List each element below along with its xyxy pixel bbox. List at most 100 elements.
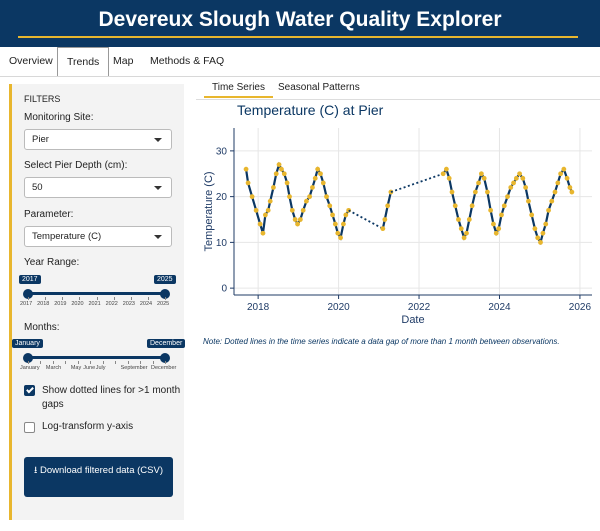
data-point bbox=[513, 175, 519, 181]
data-point bbox=[543, 221, 549, 227]
year-tick-label: 2023 bbox=[122, 301, 135, 307]
data-point bbox=[312, 175, 318, 181]
subtab-divider bbox=[196, 99, 600, 100]
data-point bbox=[273, 171, 279, 177]
temperature-line bbox=[381, 191, 392, 229]
month-tick-mark bbox=[115, 361, 117, 364]
month-tick-label: June bbox=[83, 365, 96, 371]
data-point bbox=[526, 198, 531, 204]
dotted-lines-checkbox[interactable] bbox=[24, 385, 35, 396]
data-point bbox=[343, 212, 349, 218]
app-title: Devereux Slough Water Quality Explorer bbox=[98, 8, 502, 31]
data-point bbox=[332, 221, 338, 227]
year-tick-label: 2024 bbox=[139, 301, 153, 307]
gap-dotted-line bbox=[390, 172, 444, 193]
tab-map[interactable]: Map bbox=[113, 55, 134, 67]
year-tick-mark bbox=[79, 297, 81, 300]
data-point bbox=[307, 194, 313, 200]
download-csv-button[interactable]: ⭳ Download filtered data (CSV) bbox=[24, 457, 173, 497]
header-underline bbox=[18, 36, 578, 38]
data-point bbox=[476, 180, 481, 186]
filters-panel: FILTERS Monitoring Site: Pier Select Pie… bbox=[9, 84, 186, 520]
data-point bbox=[287, 194, 292, 200]
data-point bbox=[478, 171, 484, 177]
year-tick-mark bbox=[113, 297, 115, 300]
site-select[interactable]: Pier bbox=[24, 129, 172, 150]
main-navbar: Overview Trends Map Methods & FAQ bbox=[0, 47, 600, 77]
x-tick-label: 2026 bbox=[569, 302, 592, 313]
log-transform-checkbox[interactable] bbox=[24, 422, 35, 433]
data-point bbox=[295, 221, 300, 227]
data-point bbox=[341, 221, 346, 227]
month-max-badge: December bbox=[147, 339, 186, 348]
year-tick-label: 2022 bbox=[105, 301, 118, 307]
parameter-label: Parameter: bbox=[24, 209, 74, 220]
month-min-handle[interactable] bbox=[23, 353, 33, 363]
data-point bbox=[496, 226, 502, 232]
subtab-seasonal-patterns[interactable]: Seasonal Patterns bbox=[278, 82, 360, 93]
year-range-label: Year Range: bbox=[24, 257, 80, 268]
data-point bbox=[464, 230, 469, 236]
year-tick-label: 2018 bbox=[37, 301, 50, 307]
month-tick-mark bbox=[52, 361, 54, 364]
temperature-time-series-chart: 2018 2020 2022 2024 2026 0 10 20 30 Date Temperatu… bbox=[203, 128, 592, 326]
data-point bbox=[318, 171, 323, 177]
gap-note: Note: Dotted lines in the time series in… bbox=[203, 337, 560, 346]
log-transform-label: Log-transform y-axis bbox=[42, 421, 134, 432]
month-max-handle[interactable] bbox=[160, 353, 170, 363]
year-min-handle[interactable] bbox=[23, 289, 33, 299]
site-label: Monitoring Site: bbox=[24, 112, 94, 123]
data-point bbox=[446, 175, 452, 181]
month-tick-mark bbox=[28, 361, 29, 364]
y-tick-label: 30 bbox=[216, 146, 228, 157]
data-point bbox=[243, 166, 249, 172]
data-point bbox=[555, 180, 561, 186]
subtab-time-series[interactable]: Time Series bbox=[204, 78, 273, 98]
tab-trends[interactable]: Trends bbox=[57, 47, 110, 76]
data-point bbox=[297, 217, 303, 222]
data-point bbox=[540, 230, 546, 236]
year-max-handle[interactable] bbox=[160, 289, 170, 299]
data-point bbox=[276, 162, 282, 168]
month-tick-mark bbox=[40, 361, 42, 364]
tab-overview[interactable]: Overview bbox=[9, 55, 53, 67]
data-point bbox=[304, 198, 309, 204]
data-point bbox=[564, 175, 570, 181]
data-point bbox=[440, 171, 446, 177]
month-tick-label: March bbox=[45, 365, 62, 371]
data-point bbox=[271, 185, 276, 190]
data-point bbox=[338, 235, 343, 241]
year-max-badge: 2025 bbox=[154, 275, 176, 284]
data-point bbox=[452, 203, 458, 209]
filters-heading: FILTERS bbox=[24, 94, 61, 104]
app-header: Devereux Slough Water Quality Explorer bbox=[0, 0, 600, 47]
month-tick-mark bbox=[90, 361, 92, 364]
year-tick-mark bbox=[130, 297, 132, 300]
year-min-badge: 2017 bbox=[19, 275, 41, 284]
dotted-lines-label: Show dotted lines for >1 month gaps bbox=[42, 385, 181, 410]
x-tick-label: 2024 bbox=[488, 302, 511, 313]
data-point bbox=[493, 230, 499, 236]
data-point bbox=[552, 189, 558, 195]
depth-select[interactable]: 50 bbox=[24, 177, 172, 198]
y-tick-label: 10 bbox=[216, 238, 228, 249]
temperature-line bbox=[442, 166, 573, 246]
tab-methods-faq[interactable]: Methods & FAQ bbox=[150, 55, 225, 67]
x-tick-label: 2020 bbox=[327, 302, 350, 313]
sidebar-wrapper: FILTERS Monitoring Site: Pier Select Pie… bbox=[0, 78, 188, 531]
month-tick-mark bbox=[152, 361, 154, 364]
parameter-select[interactable]: Temperature (C) bbox=[24, 226, 172, 247]
data-point bbox=[546, 207, 551, 213]
months-slider-track bbox=[27, 356, 165, 359]
month-tick-mark bbox=[65, 361, 67, 364]
data-point bbox=[520, 175, 526, 181]
data-point bbox=[508, 185, 514, 190]
year-tick-mark bbox=[45, 297, 47, 300]
data-point bbox=[382, 217, 388, 222]
data-point bbox=[279, 166, 284, 172]
data-point bbox=[569, 189, 575, 195]
temperature-line bbox=[244, 161, 350, 241]
data-point bbox=[249, 194, 255, 200]
data-point bbox=[245, 180, 251, 186]
data-point bbox=[488, 207, 494, 213]
